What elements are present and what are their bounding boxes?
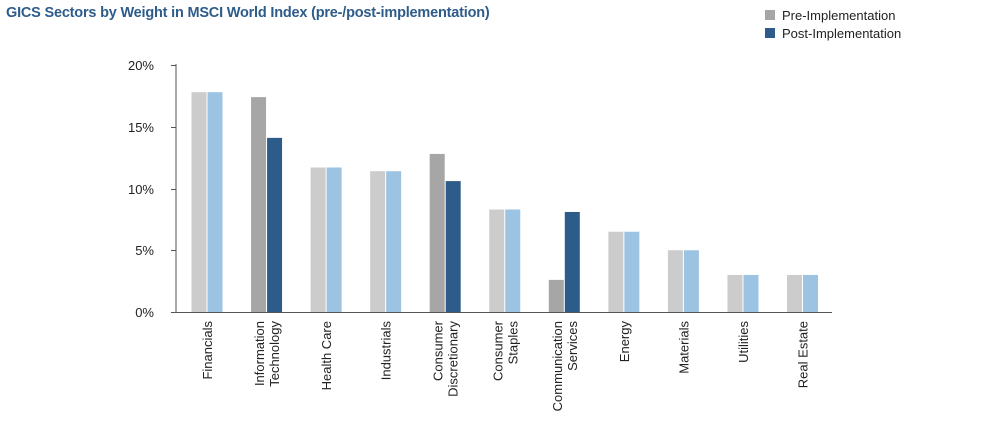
bar-post-implementation <box>386 171 402 312</box>
bar-post-implementation <box>445 181 461 312</box>
bar-post-implementation <box>683 250 699 312</box>
bar-post-implementation <box>803 274 818 312</box>
y-tick-label: 20% <box>128 58 154 73</box>
bars <box>191 92 818 312</box>
bar-pre-implementation <box>727 274 743 312</box>
bar-post-implementation <box>505 209 521 312</box>
bar-pre-implementation <box>667 250 683 312</box>
x-tick-label: Discretionary <box>446 321 461 397</box>
legend-label: Post-Implementation <box>782 26 901 41</box>
x-tick-label: Consumer <box>431 320 446 381</box>
bar-post-implementation <box>743 274 759 312</box>
bar-pre-implementation <box>608 231 624 312</box>
bar-pre-implementation <box>429 153 445 312</box>
bar-pre-implementation <box>191 92 207 312</box>
y-tick-label: 15% <box>128 120 154 135</box>
bar-pre-implementation <box>310 167 326 312</box>
bar-pre-implementation <box>370 171 386 312</box>
bar-post-implementation <box>267 137 283 312</box>
x-tick-label: Real Estate <box>796 321 811 388</box>
x-tick-label: Materials <box>676 321 691 374</box>
x-tick-label: Industrials <box>379 321 394 381</box>
y-tick-label: 5% <box>135 243 154 258</box>
x-tick-label: Communication <box>550 321 565 411</box>
x-tick-label: Utilities <box>736 321 751 363</box>
x-tick-label: Energy <box>617 321 632 363</box>
bar-pre-implementation <box>787 274 802 312</box>
bar-pre-implementation <box>251 97 267 312</box>
bar-post-implementation <box>564 211 580 312</box>
bar-post-implementation <box>326 167 342 312</box>
legend-swatch <box>765 10 775 20</box>
x-tick-label: Information <box>252 321 267 386</box>
y-tick-label: 0% <box>135 305 154 320</box>
x-axis: Financials Information Technology Health Ca… <box>176 312 832 411</box>
bar-pre-implementation <box>489 209 505 312</box>
y-axis: 0% 5% 10% 15% 20% <box>128 58 177 320</box>
chart-title: GICS Sectors by Weight in MSCI World Ind… <box>6 5 490 21</box>
bar-post-implementation <box>207 92 223 312</box>
x-tick-label: Technology <box>267 321 282 387</box>
legend: Pre-Implementation Post-Implementation <box>765 8 901 41</box>
x-tick-label: Staples <box>505 321 520 365</box>
x-tick-label: Health Care <box>319 321 334 390</box>
x-tick-label: Consumer <box>490 320 505 381</box>
x-tick-label: Services <box>565 321 580 371</box>
bar-pre-implementation <box>548 279 564 312</box>
bar-post-implementation <box>624 231 640 312</box>
x-tick-label: Financials <box>200 321 215 380</box>
legend-label: Pre-Implementation <box>782 8 895 23</box>
legend-swatch <box>765 28 775 38</box>
y-tick-label: 10% <box>128 182 154 197</box>
